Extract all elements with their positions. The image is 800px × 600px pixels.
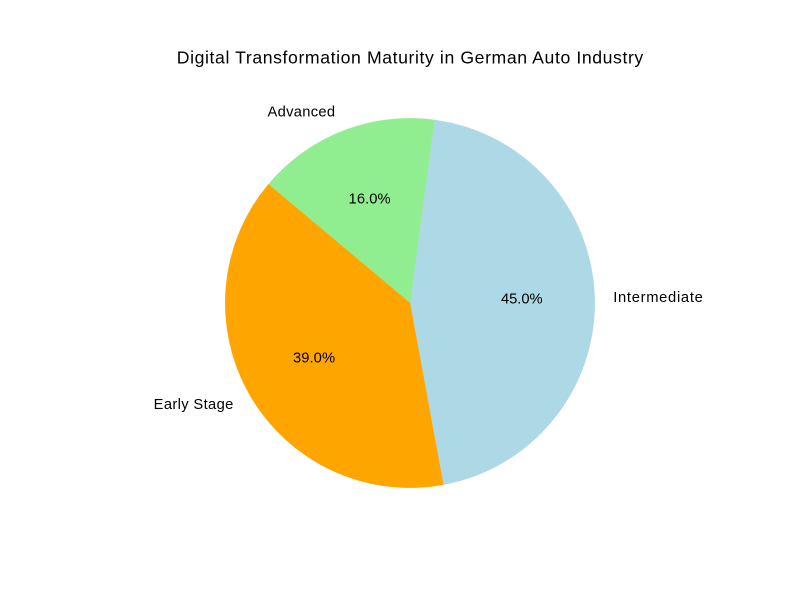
svg-text:45.0%: 45.0% <box>501 292 543 308</box>
svg-text:16.0%: 16.0% <box>349 192 391 208</box>
svg-text:Advanced: Advanced <box>268 105 336 121</box>
svg-text:39.0%: 39.0% <box>293 351 335 367</box>
svg-text:Digital Transformation Maturit: Digital Transformation Maturity in Germa… <box>177 47 644 67</box>
svg-text:Early Stage: Early Stage <box>154 397 234 413</box>
svg-text:Intermediate: Intermediate <box>613 290 703 306</box>
